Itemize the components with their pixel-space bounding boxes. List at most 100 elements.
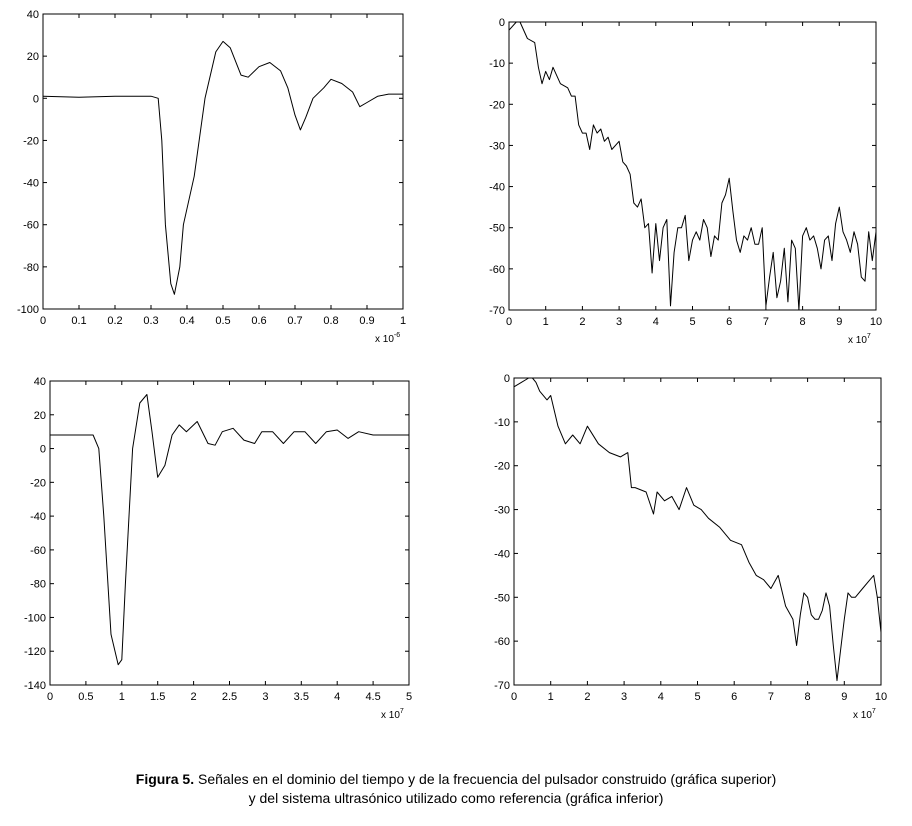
x-multiplier-label: x 107 <box>381 708 404 721</box>
x-tick-label: 2 <box>584 691 590 703</box>
x-tick-label: 7 <box>763 316 769 328</box>
x-tick-label: 0.1 <box>71 315 86 327</box>
x-tick-label: 10 <box>875 691 887 703</box>
axes-frame <box>508 21 877 311</box>
y-tick-label: -50 <box>494 592 510 604</box>
x-multiplier-exponent: 7 <box>872 708 876 715</box>
x-multiplier-label: x 107 <box>848 333 871 346</box>
series-line <box>42 40 403 295</box>
x-multiplier-label: x 10-6 <box>375 332 400 345</box>
y-tick-label: 40 <box>27 9 39 21</box>
x-tick-label: 9 <box>836 316 842 328</box>
y-tick-label: -20 <box>23 135 39 147</box>
y-tick-label: -100 <box>17 304 39 316</box>
x-tick-label: 0 <box>40 315 46 327</box>
x-tick-label: 7 <box>768 691 774 703</box>
x-tick-label: 1 <box>119 691 125 703</box>
y-tick-label: 40 <box>34 376 46 388</box>
x-multiplier-label: x 107 <box>853 708 876 721</box>
x-tick-label: 4 <box>334 691 340 703</box>
x-tick-label: 0 <box>47 691 53 703</box>
y-tick-label: -70 <box>494 680 510 692</box>
caption-line-1: Figura 5. Señales en el dominio del tiem… <box>0 770 912 789</box>
y-tick-label: -60 <box>30 545 46 557</box>
x-tick-label: 0.9 <box>359 315 374 327</box>
x-tick-label: 0.5 <box>215 315 230 327</box>
y-tick-label: -120 <box>24 646 46 658</box>
x-tick-label: 6 <box>726 316 732 328</box>
x-tick-label: 5 <box>406 691 412 703</box>
y-tick-label: -30 <box>489 140 505 152</box>
x-tick-label: 1 <box>400 315 406 327</box>
x-tick-label: 2.5 <box>222 691 237 703</box>
x-tick-label: 3 <box>621 691 627 703</box>
y-tick-label: 0 <box>40 444 46 456</box>
y-tick-label: -60 <box>494 636 510 648</box>
x-tick-label: 3 <box>616 316 622 328</box>
x-tick-label: 1 <box>548 691 554 703</box>
y-tick-label: -140 <box>24 680 46 692</box>
y-tick-label: -10 <box>489 58 505 70</box>
y-tick-label: -60 <box>23 220 39 232</box>
x-tick-label: 3.5 <box>294 691 309 703</box>
y-tick-label: -40 <box>23 178 39 190</box>
x-tick-label: 0.8 <box>323 315 338 327</box>
x-multiplier-exponent: 7 <box>867 333 871 340</box>
x-tick-label: 4 <box>658 691 664 703</box>
y-tick-label: -40 <box>489 182 505 194</box>
y-tick-label: -50 <box>489 223 505 235</box>
caption-text-1: Señales en el dominio del tiempo y de la… <box>194 771 777 787</box>
y-tick-label: -100 <box>24 612 46 624</box>
x-multiplier-exponent: 7 <box>400 708 404 715</box>
y-tick-label: -10 <box>494 417 510 429</box>
y-tick-label: 20 <box>27 51 39 63</box>
x-tick-label: 4 <box>653 316 659 328</box>
x-tick-label: 2 <box>579 316 585 328</box>
x-tick-label: 10 <box>870 316 882 328</box>
chart-top-right: 0 1 2 3 4 5 6 7 8 9 10 0 -10 -20 -30 -40 -50 -60 -70 x 107 <box>489 17 882 346</box>
y-tick-label: -30 <box>494 505 510 517</box>
y-tick-label: 0 <box>33 93 39 105</box>
x-tick-label: 0 <box>506 316 512 328</box>
axes-frame <box>513 377 882 686</box>
series-line <box>513 377 882 682</box>
y-tick-label: -60 <box>489 264 505 276</box>
x-tick-label: 5 <box>689 316 695 328</box>
axes-frame <box>42 13 404 310</box>
y-tick-label: -40 <box>494 548 510 560</box>
figure-caption: Figura 5. Señales en el dominio del tiem… <box>0 770 912 808</box>
x-tick-label: 9 <box>841 691 847 703</box>
x-tick-label: 4.5 <box>365 691 380 703</box>
x-tick-label: 0.2 <box>107 315 122 327</box>
x-tick-label: 8 <box>805 691 811 703</box>
series-line <box>50 394 409 666</box>
y-tick-label: -80 <box>23 262 39 274</box>
x-tick-label: 1 <box>543 316 549 328</box>
x-tick-label: 3 <box>262 691 268 703</box>
caption-line-2: y del sistema ultrasónico utilizado como… <box>248 790 664 806</box>
y-tick-label: -20 <box>494 461 510 473</box>
x-tick-label: 0.6 <box>251 315 266 327</box>
chart-bottom-left: 0 0.5 1 1.5 2 2.5 3 3.5 4 4.5 5 40 20 0 -20 -40 -60 -80 -1… <box>24 376 412 721</box>
x-tick-label: 0 <box>511 691 517 703</box>
axes-frame <box>49 380 410 686</box>
chart-bottom-right: 0 1 2 3 4 5 6 7 8 9 10 0 -10 -20 -30 -40 -50 -60 -70 x 107 <box>494 373 887 721</box>
y-tick-label: -80 <box>30 579 46 591</box>
y-tick-label: -20 <box>30 477 46 489</box>
y-tick-label: -20 <box>489 99 505 111</box>
x-tick-label: 1.5 <box>150 691 165 703</box>
series-line <box>508 21 877 311</box>
y-tick-label: -40 <box>30 511 46 523</box>
x-tick-label: 0.4 <box>179 315 194 327</box>
x-tick-label: 5 <box>694 691 700 703</box>
x-tick-label: 0.3 <box>143 315 158 327</box>
y-tick-label: 20 <box>34 410 46 422</box>
x-tick-label: 0.5 <box>78 691 93 703</box>
y-tick-label: 0 <box>499 17 505 29</box>
x-tick-label: 0.7 <box>287 315 302 327</box>
chart-top-left: 0 0.1 0.2 0.3 0.4 0.5 0.6 0.7 0.8 0.9 1 40 20 0 -20 -40… <box>17 9 406 345</box>
y-tick-label: -70 <box>489 305 505 317</box>
x-multiplier-exponent: -6 <box>394 332 400 339</box>
x-tick-label: 6 <box>731 691 737 703</box>
